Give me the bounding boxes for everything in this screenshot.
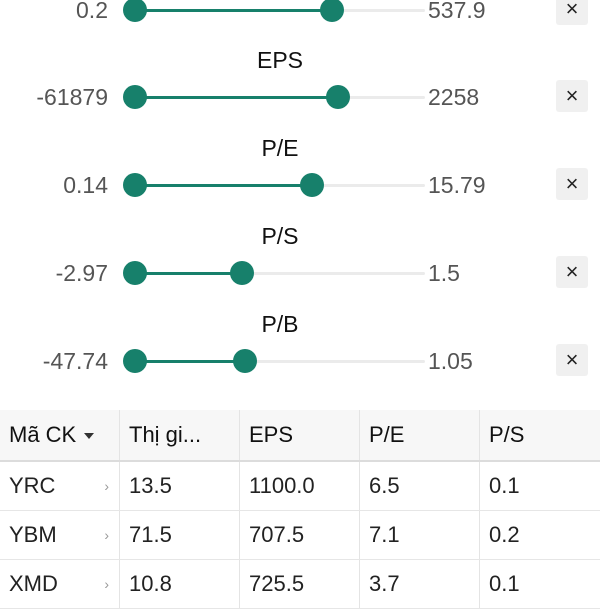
slider-handle-high[interactable] xyxy=(326,85,350,109)
slider-handle-low[interactable] xyxy=(123,349,147,373)
slider-handle-low[interactable] xyxy=(123,261,147,285)
table-row[interactable]: XMD › 10.8 725.5 3.7 0.1 xyxy=(0,560,600,609)
filter-title: P/B xyxy=(261,311,299,337)
range-slider[interactable] xyxy=(123,85,425,109)
close-icon: × xyxy=(565,259,579,284)
range-fill xyxy=(135,360,246,363)
caret-down-icon xyxy=(84,433,95,440)
ps-cell: 0.1 xyxy=(489,473,520,498)
table-header: Mã CK Thị gi... EPS P/E P/S xyxy=(0,410,600,462)
slider-handle-low[interactable] xyxy=(123,173,147,197)
range-slider[interactable] xyxy=(123,0,425,22)
eps-cell: 725.5 xyxy=(240,560,360,608)
table-row[interactable]: YBM › 71.5 707.5 7.1 0.2 xyxy=(0,511,600,560)
slider-handle-low[interactable] xyxy=(123,85,147,109)
slider-handle-low[interactable] xyxy=(123,0,147,22)
filter-min-value: 0.14 xyxy=(63,172,108,198)
close-icon: × xyxy=(565,83,579,108)
close-icon: × xyxy=(565,171,579,196)
eps-cell: 1100.0 xyxy=(240,462,360,510)
column-header-ps[interactable]: P/S xyxy=(489,422,525,447)
close-icon: × xyxy=(565,347,579,372)
slider-handle-high[interactable] xyxy=(299,173,324,197)
ps-cell: 0.2 xyxy=(489,522,520,547)
remove-filter-button[interactable]: × xyxy=(556,80,588,112)
filter-row-1: -61879 2258 × xyxy=(0,80,600,137)
range-fill xyxy=(135,96,338,99)
filter-row-3: -2.97 1.5 × xyxy=(0,256,600,313)
range-fill xyxy=(135,184,312,187)
pe-cell: 7.1 xyxy=(360,511,480,559)
filter-panel: 0.2 537.9 × EPS -61879 2258 × P/E 0.14 1… xyxy=(0,0,600,401)
range-slider[interactable] xyxy=(123,173,425,197)
chevron-right-icon: › xyxy=(104,478,109,494)
ticker-cell[interactable]: YRC › xyxy=(0,462,120,510)
filter-min-value: -61879 xyxy=(36,84,108,110)
filter-row-4: -47.74 1.05 × xyxy=(0,344,600,401)
remove-filter-button[interactable]: × xyxy=(556,0,588,25)
ticker-cell[interactable]: XMD › xyxy=(0,560,120,608)
chevron-right-icon: › xyxy=(104,527,109,543)
price-cell: 71.5 xyxy=(120,511,240,559)
filter-min-value: 0.2 xyxy=(76,0,108,23)
filter-title: EPS xyxy=(256,47,304,73)
close-icon: × xyxy=(565,0,579,21)
range-slider[interactable] xyxy=(123,261,425,285)
slider-handle-high[interactable] xyxy=(320,0,345,22)
column-header-price[interactable]: Thị gi... xyxy=(120,410,240,460)
filter-max-value: 2258 xyxy=(428,84,480,110)
ticker-cell[interactable]: YBM › xyxy=(0,511,120,559)
pe-cell: 6.5 xyxy=(360,462,480,510)
filter-row-2: 0.14 15.79 × xyxy=(0,168,600,225)
ps-cell: 0.1 xyxy=(489,571,520,596)
filter-row-0: 0.2 537.9 × xyxy=(0,0,600,50)
eps-cell: 707.5 xyxy=(240,511,360,559)
chevron-right-icon: › xyxy=(104,576,109,592)
filter-max-value: 15.79 xyxy=(428,172,486,198)
column-header-eps[interactable]: EPS xyxy=(240,410,360,460)
range-fill xyxy=(135,272,243,275)
slider-handle-high[interactable] xyxy=(230,261,255,285)
slider-handle-high[interactable] xyxy=(233,349,258,373)
pe-cell: 3.7 xyxy=(360,560,480,608)
range-fill xyxy=(135,9,333,12)
price-cell: 10.8 xyxy=(120,560,240,608)
remove-filter-button[interactable]: × xyxy=(556,344,588,376)
table-row[interactable]: YRC › 13.5 1100.0 6.5 0.1 xyxy=(0,462,600,511)
column-header-pe[interactable]: P/E xyxy=(360,410,480,460)
filter-max-value: 1.05 xyxy=(428,348,473,374)
filter-min-value: -2.97 xyxy=(55,260,108,286)
results-table: Mã CK Thị gi... EPS P/E P/S YRC › 13.5 11… xyxy=(0,410,600,609)
price-cell: 13.5 xyxy=(120,462,240,510)
filter-max-value: 537.9 xyxy=(428,0,486,23)
filter-title: P/E xyxy=(261,135,299,161)
remove-filter-button[interactable]: × xyxy=(556,168,588,200)
range-slider[interactable] xyxy=(123,349,425,373)
filter-max-value: 1.5 xyxy=(428,260,460,286)
filter-title: P/S xyxy=(261,223,299,249)
column-header-ticker[interactable]: Mã CK xyxy=(0,410,120,460)
remove-filter-button[interactable]: × xyxy=(556,256,588,288)
filter-min-value: -47.74 xyxy=(42,348,108,374)
